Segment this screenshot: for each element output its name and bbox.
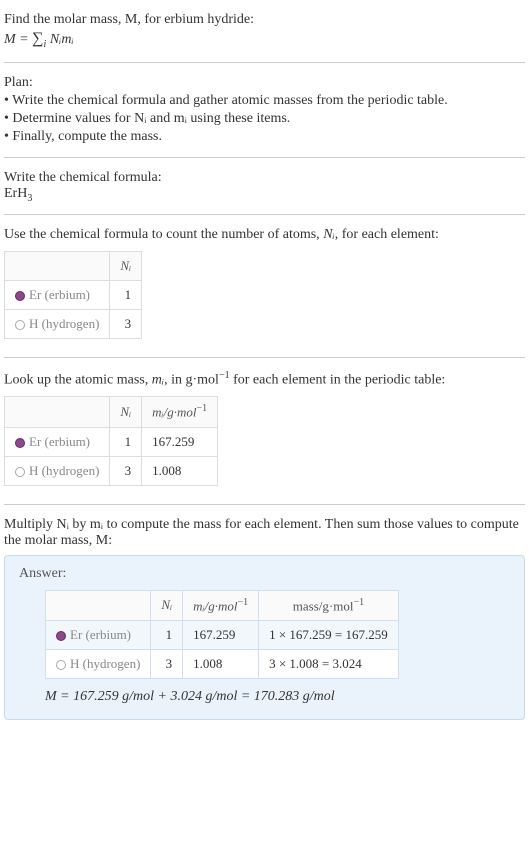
- sigma-icon: ∑: [32, 30, 43, 47]
- table-row: H (hydrogen) 3 1.008: [5, 456, 218, 485]
- col-m: mᵢ/g·mol−1: [183, 590, 259, 620]
- col-m: mᵢ/g·mol−1: [142, 397, 218, 427]
- mass-cell: 1 × 167.259 = 167.259: [259, 620, 399, 649]
- answer-table: Nᵢ mᵢ/g·mol−1 mass/g·mol−1 Er (erbium) 1…: [45, 590, 399, 679]
- col-n: Nᵢ: [151, 590, 183, 620]
- molar-mass-equation: M = ∑i Nᵢmᵢ: [4, 30, 525, 50]
- mass-heading-mid: , in g·mol: [164, 372, 219, 387]
- col-element: [5, 251, 110, 280]
- h-dot-icon: [56, 660, 66, 670]
- m-cell: 167.259: [183, 620, 259, 649]
- table-row: H (hydrogen) 3: [5, 309, 142, 338]
- el-sym: H: [29, 316, 38, 331]
- element-cell: Er (erbium): [46, 620, 151, 649]
- m-cell: 1.008: [183, 649, 259, 678]
- n-cell: 3: [110, 309, 142, 338]
- plan-section: Plan: • Write the chemical formula and g…: [4, 71, 525, 158]
- answer-box: Answer: Nᵢ mᵢ/g·mol−1 mass/g·mol−1 Er (e…: [4, 555, 525, 720]
- intro-text: Find the molar mass, M, for erbium hydri…: [4, 12, 525, 28]
- atom-count-section: Use the chemical formula to count the nu…: [4, 223, 525, 358]
- eq-rhs: Nᵢmᵢ: [50, 32, 74, 47]
- chemical-formula: ErH3: [4, 186, 525, 204]
- element-cell: H (hydrogen): [5, 309, 110, 338]
- plan-bullet-2: • Determine values for Nᵢ and mᵢ using t…: [4, 111, 525, 127]
- er-dot-icon: [15, 438, 25, 448]
- h-dot-icon: [15, 467, 25, 477]
- mass-heading-sym: mᵢ: [152, 372, 164, 387]
- table-row: Er (erbium) 1 167.259: [5, 427, 218, 456]
- el-sym: Er: [70, 627, 82, 642]
- n-cell: 1: [151, 620, 183, 649]
- plan-bullet-1: • Write the chemical formula and gather …: [4, 93, 525, 109]
- col-element: [5, 397, 110, 427]
- element-cell: Er (erbium): [5, 280, 110, 309]
- chemf-sub: 3: [27, 193, 32, 204]
- n-cell: 1: [110, 427, 142, 456]
- atomic-mass-section: Look up the atomic mass, mᵢ, in g·mol−1 …: [4, 366, 525, 505]
- chemf-main: ErH: [4, 186, 27, 201]
- el-sym: Er: [29, 434, 41, 449]
- eq-sum-index: i: [44, 39, 47, 50]
- m-cell: 167.259: [142, 427, 218, 456]
- answer-label: Answer:: [19, 566, 510, 582]
- er-dot-icon: [56, 631, 66, 641]
- element-cell: H (hydrogen): [46, 649, 151, 678]
- compute-section: Multiply Nᵢ by mᵢ to compute the mass fo…: [4, 513, 525, 730]
- table-header-row: Nᵢ mᵢ/g·mol−1 mass/g·mol−1: [46, 590, 399, 620]
- table-row: H (hydrogen) 3 1.008 3 × 1.008 = 3.024: [46, 649, 399, 678]
- table-row: Er (erbium) 1: [5, 280, 142, 309]
- el-sym: H: [70, 656, 79, 671]
- plan-heading: Plan:: [4, 75, 525, 91]
- n-cell: 1: [110, 280, 142, 309]
- el-name: (hydrogen): [83, 656, 141, 671]
- final-result: M = 167.259 g/mol + 3.024 g/mol = 170.28…: [45, 689, 510, 705]
- table-header-row: Nᵢ: [5, 251, 142, 280]
- count-heading: Use the chemical formula to count the nu…: [4, 227, 525, 243]
- eq-lhs: M: [4, 32, 16, 47]
- col-n: Nᵢ: [110, 397, 142, 427]
- el-name: (erbium): [45, 434, 90, 449]
- mass-heading: Look up the atomic mass, mᵢ, in g·mol−1 …: [4, 370, 525, 389]
- mass-heading-exp: −1: [219, 370, 230, 381]
- mass-cell: 3 × 1.008 = 3.024: [259, 649, 399, 678]
- chemf-heading: Write the chemical formula:: [4, 170, 525, 186]
- atomic-mass-table: Nᵢ mᵢ/g·mol−1 Er (erbium) 1 167.259 H (h…: [4, 396, 218, 485]
- count-heading-pre: Use the chemical formula to count the nu…: [4, 227, 323, 242]
- er-dot-icon: [15, 291, 25, 301]
- element-cell: Er (erbium): [5, 427, 110, 456]
- chemical-formula-section: Write the chemical formula: ErH3: [4, 166, 525, 215]
- intro-section: Find the molar mass, M, for erbium hydri…: [4, 8, 525, 63]
- col-element: [46, 590, 151, 620]
- compute-heading: Multiply Nᵢ by mᵢ to compute the mass fo…: [4, 517, 525, 549]
- element-cell: H (hydrogen): [5, 456, 110, 485]
- col-n: Nᵢ: [110, 251, 142, 280]
- el-name: (erbium): [86, 627, 131, 642]
- table-header-row: Nᵢ mᵢ/g·mol−1: [5, 397, 218, 427]
- col-mass: mass/g·mol−1: [259, 590, 399, 620]
- el-name: (hydrogen): [42, 463, 100, 478]
- mass-heading-pre: Look up the atomic mass,: [4, 372, 152, 387]
- plan-bullet-3: • Finally, compute the mass.: [4, 129, 525, 145]
- n-cell: 3: [110, 456, 142, 485]
- el-name: (erbium): [45, 287, 90, 302]
- atom-count-table: Nᵢ Er (erbium) 1 H (hydrogen) 3: [4, 251, 142, 339]
- h-dot-icon: [15, 320, 25, 330]
- el-name: (hydrogen): [42, 316, 100, 331]
- m-cell: 1.008: [142, 456, 218, 485]
- count-heading-post: , for each element:: [335, 227, 439, 242]
- count-heading-sym: Nᵢ: [323, 227, 335, 242]
- n-cell: 3: [151, 649, 183, 678]
- table-row: Er (erbium) 1 167.259 1 × 167.259 = 167.…: [46, 620, 399, 649]
- mass-heading-post: for each element in the periodic table:: [230, 372, 446, 387]
- el-sym: H: [29, 463, 38, 478]
- el-sym: Er: [29, 287, 41, 302]
